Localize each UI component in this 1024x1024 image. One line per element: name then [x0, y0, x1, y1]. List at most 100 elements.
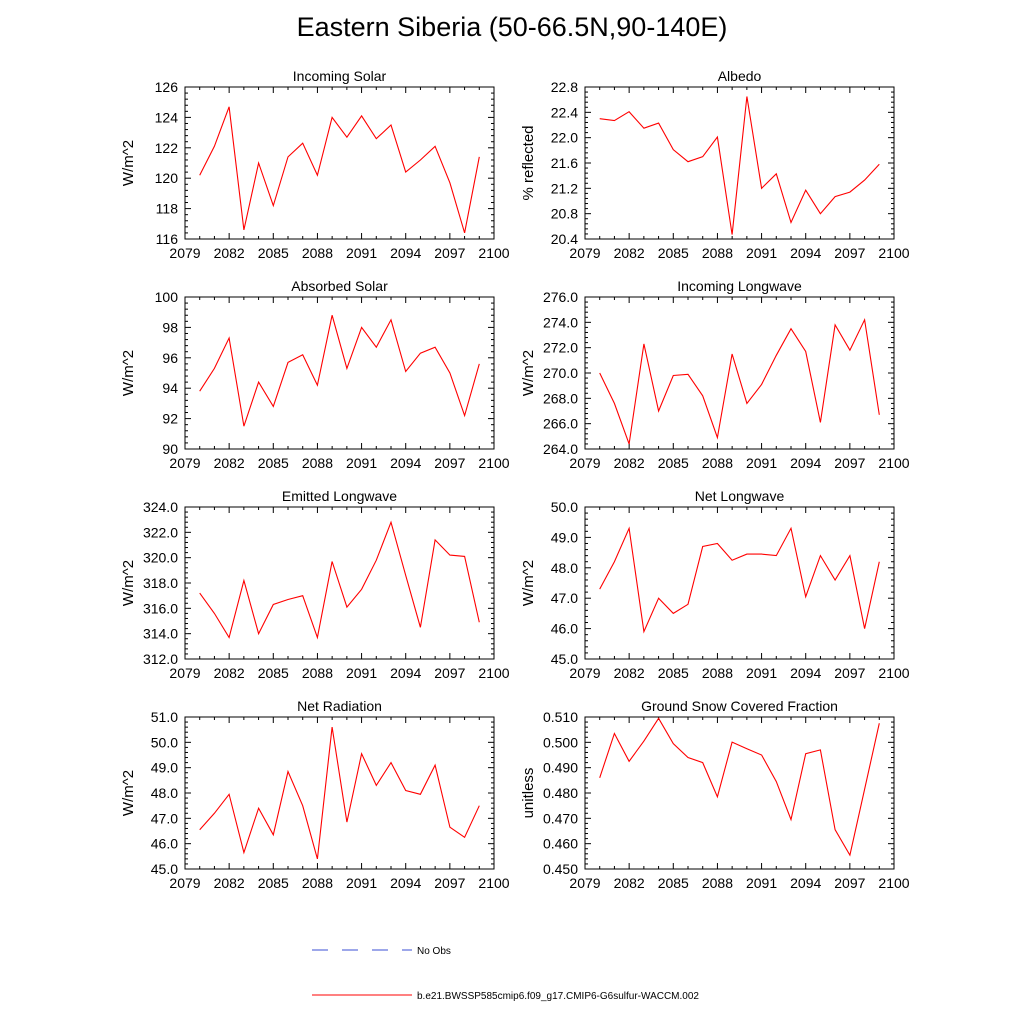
- x-tick-label: 2097: [434, 455, 465, 471]
- y-tick-label: 48.0: [151, 785, 178, 801]
- y-axis-label: W/m^2: [520, 560, 537, 606]
- x-tick-label: 2085: [258, 665, 289, 681]
- x-tick-label: 2097: [834, 245, 865, 261]
- y-tick-label: 0.510: [543, 709, 578, 725]
- y-tick-label: 48.0: [551, 560, 578, 576]
- chart-panel-3: Absorbed Solar W/m^2 2079 2082 2085 2088 2091 2…: [120, 278, 510, 471]
- y-tick-label: 0.480: [543, 785, 578, 801]
- x-tick-label: 2091: [746, 665, 777, 681]
- x-tick-label: 2079: [569, 245, 600, 261]
- x-tick-label: 2088: [302, 245, 333, 261]
- y-tick-label: 0.460: [543, 836, 578, 852]
- x-tick-label: 2085: [258, 455, 289, 471]
- series-line: [599, 96, 880, 235]
- x-tick-label: 2088: [302, 455, 333, 471]
- y-tick-label: 98: [162, 319, 178, 335]
- x-tick-label: 2082: [214, 245, 245, 261]
- y-tick-label: 94: [162, 380, 178, 396]
- x-tick-label: 2094: [790, 245, 821, 261]
- y-tick-label: 51.0: [151, 709, 178, 725]
- panel-title: Albedo: [718, 68, 762, 84]
- x-tick-label: 2088: [702, 665, 733, 681]
- x-tick-label: 2082: [614, 875, 645, 891]
- y-tick-label: 49.0: [151, 760, 178, 776]
- x-tick-label: 2088: [302, 875, 333, 891]
- panel-title: Net Longwave: [695, 488, 785, 504]
- x-tick-label: 2091: [346, 245, 377, 261]
- y-tick-label: 0.450: [543, 861, 578, 877]
- x-tick-label: 2091: [346, 665, 377, 681]
- y-tick-label: 264.0: [543, 441, 578, 457]
- chart-panel-7: Net Radiation W/m^2 2079 2082 2085 2088 2091 20…: [120, 698, 510, 891]
- y-tick-label: 96: [162, 350, 178, 366]
- y-tick-label: 322.0: [143, 524, 178, 540]
- legend-obs-label: No Obs: [417, 946, 451, 957]
- y-tick-label: 320.0: [143, 550, 178, 566]
- y-axis-label: W/m^2: [520, 350, 537, 396]
- x-tick-label: 2094: [390, 875, 421, 891]
- y-tick-label: 50.0: [151, 734, 178, 750]
- x-tick-label: 2088: [702, 245, 733, 261]
- y-tick-label: 49.0: [551, 529, 578, 545]
- plot-frame: [184, 296, 495, 450]
- y-tick-label: 312.0: [143, 651, 178, 667]
- y-tick-label: 0.470: [543, 810, 578, 826]
- x-tick-label: 2079: [169, 875, 200, 891]
- x-tick-label: 2091: [746, 245, 777, 261]
- x-tick-label: 2085: [658, 665, 689, 681]
- x-tick-label: 2088: [702, 455, 733, 471]
- y-tick-label: 268.0: [543, 390, 578, 406]
- y-axis-label: W/m^2: [120, 770, 137, 816]
- y-tick-label: 22.0: [551, 130, 578, 146]
- y-axis-label: % reflected: [520, 125, 537, 200]
- x-tick-label: 2091: [346, 455, 377, 471]
- panel-title: Net Radiation: [297, 698, 382, 714]
- y-tick-label: 46.0: [151, 836, 178, 852]
- legend: No Obs b.e21.BWSSP585cmip6.f09_g17.CMIP6-…: [312, 946, 699, 1002]
- x-tick-label: 2082: [614, 245, 645, 261]
- y-axis-label: unitless: [520, 768, 537, 819]
- x-tick-label: 2085: [658, 245, 689, 261]
- series-line: [199, 315, 480, 427]
- x-tick-label: 2082: [214, 455, 245, 471]
- x-tick-label: 2100: [878, 245, 909, 261]
- chart-panel-6: Net Longwave W/m^2 2079 2082 2085 2088 2091 209…: [520, 488, 910, 681]
- x-tick-label: 2085: [258, 245, 289, 261]
- series-line: [599, 717, 880, 857]
- y-axis-label: W/m^2: [120, 350, 137, 396]
- x-tick-label: 2100: [478, 875, 509, 891]
- y-tick-label: 272.0: [543, 340, 578, 356]
- y-tick-label: 22.4: [551, 104, 578, 120]
- x-tick-label: 2091: [746, 455, 777, 471]
- y-tick-label: 47.0: [551, 590, 578, 606]
- y-tick-label: 120: [155, 170, 179, 186]
- y-tick-label: 45.0: [551, 651, 578, 667]
- y-tick-label: 20.4: [551, 231, 578, 247]
- x-tick-label: 2082: [614, 665, 645, 681]
- y-tick-label: 21.6: [551, 155, 578, 171]
- panel-title: Absorbed Solar: [291, 278, 388, 294]
- series-line: [199, 106, 480, 234]
- y-tick-label: 270.0: [543, 365, 578, 381]
- chart-panel-1: Incoming Solar W/m^2 2079 2082 2085 2088 2091 2…: [120, 68, 510, 261]
- y-tick-label: 21.2: [551, 180, 578, 196]
- x-tick-label: 2100: [878, 665, 909, 681]
- y-tick-label: 318.0: [143, 575, 178, 591]
- x-tick-label: 2100: [478, 665, 509, 681]
- plot-frame: [584, 716, 895, 870]
- x-tick-label: 2097: [834, 455, 865, 471]
- y-tick-label: 45.0: [151, 861, 178, 877]
- x-tick-label: 2079: [169, 455, 200, 471]
- y-tick-label: 0.500: [543, 734, 578, 750]
- y-tick-label: 314.0: [143, 626, 178, 642]
- x-tick-label: 2100: [878, 455, 909, 471]
- chart-panel-5: Emitted Longwave W/m^2 2079 2082 2085 2088 209…: [120, 488, 510, 681]
- y-tick-label: 276.0: [543, 289, 578, 305]
- y-tick-label: 324.0: [143, 499, 178, 515]
- x-tick-label: 2088: [302, 665, 333, 681]
- panel-title: Incoming Solar: [293, 68, 387, 84]
- y-tick-label: 50.0: [551, 499, 578, 515]
- x-tick-label: 2079: [169, 665, 200, 681]
- y-tick-label: 124: [155, 109, 179, 125]
